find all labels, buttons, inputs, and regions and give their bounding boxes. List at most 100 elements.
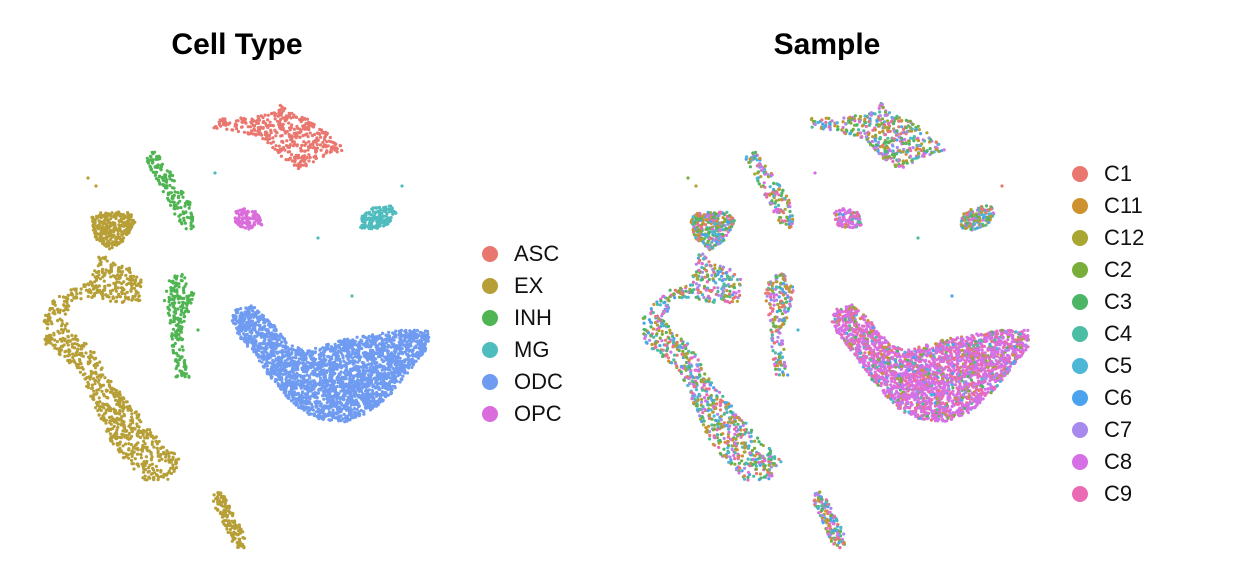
cell-point bbox=[173, 341, 177, 346]
cell-point bbox=[381, 386, 385, 390]
cell-point bbox=[121, 456, 125, 460]
cell-point bbox=[127, 278, 131, 282]
cell-point bbox=[412, 337, 416, 341]
cell-point bbox=[246, 224, 250, 228]
cell-point bbox=[394, 335, 398, 339]
cell-point bbox=[70, 333, 74, 337]
cell-point bbox=[391, 336, 395, 340]
cell-point bbox=[50, 337, 54, 341]
cell-point bbox=[243, 117, 247, 121]
cell-point bbox=[231, 511, 235, 516]
cell-point bbox=[319, 135, 323, 139]
cell-point bbox=[352, 407, 356, 411]
cell-point bbox=[354, 364, 358, 368]
cell-point bbox=[397, 347, 401, 351]
cell-point bbox=[327, 407, 331, 411]
cell-point bbox=[167, 198, 171, 202]
cell-point bbox=[411, 362, 415, 366]
cell-point bbox=[342, 392, 346, 396]
cell-point bbox=[346, 337, 350, 341]
cell-point bbox=[303, 133, 307, 137]
cell-point bbox=[187, 374, 191, 378]
cell-point bbox=[132, 467, 136, 471]
cell-point bbox=[408, 343, 412, 348]
cell-point bbox=[167, 279, 171, 283]
cell-point bbox=[297, 357, 301, 361]
cell-point bbox=[297, 405, 301, 410]
cell-point bbox=[315, 399, 319, 403]
cell-point bbox=[251, 217, 255, 221]
cell-point bbox=[79, 361, 83, 365]
cell-point bbox=[104, 212, 108, 216]
cell-point bbox=[110, 389, 114, 393]
cell-point bbox=[63, 307, 67, 312]
cell-point bbox=[184, 227, 188, 231]
cell-point bbox=[45, 339, 49, 343]
cell-point bbox=[359, 225, 363, 229]
cell-point bbox=[300, 361, 305, 365]
cell-point bbox=[278, 103, 282, 107]
cell-point bbox=[337, 419, 341, 423]
cell-point bbox=[390, 373, 394, 377]
cell-point bbox=[350, 356, 355, 360]
cell-point bbox=[372, 397, 376, 401]
cell-point bbox=[309, 121, 313, 125]
cell-point bbox=[177, 295, 181, 299]
cell-point bbox=[128, 227, 133, 231]
cell-point bbox=[333, 148, 337, 152]
cell-point bbox=[79, 297, 83, 301]
cell-point bbox=[315, 396, 319, 400]
cell-point bbox=[83, 283, 87, 287]
cell-point bbox=[173, 212, 177, 216]
cell-point bbox=[272, 368, 276, 372]
cell-point bbox=[133, 457, 137, 461]
cell-point bbox=[97, 388, 101, 392]
cell-point bbox=[322, 413, 326, 417]
cell-point bbox=[221, 494, 225, 498]
cell-point bbox=[258, 218, 262, 222]
cell-point bbox=[353, 355, 357, 359]
cell-point bbox=[97, 396, 101, 400]
cell-point bbox=[52, 331, 56, 335]
cell-point bbox=[90, 281, 94, 285]
cell-point bbox=[165, 289, 169, 293]
cell-point bbox=[109, 299, 113, 303]
cell-point bbox=[243, 226, 247, 230]
cell-point bbox=[310, 385, 314, 389]
cell-point bbox=[319, 353, 323, 357]
cell-point bbox=[296, 346, 300, 350]
cell-point bbox=[273, 147, 277, 151]
cell-point bbox=[346, 357, 350, 361]
cell-point bbox=[288, 364, 292, 368]
cell-point bbox=[279, 359, 283, 363]
cell-point bbox=[148, 158, 152, 162]
cell-point bbox=[101, 296, 105, 301]
cell-point bbox=[169, 286, 173, 290]
cell-point bbox=[238, 208, 242, 212]
cell-point bbox=[222, 498, 226, 502]
cell-point bbox=[418, 331, 422, 335]
cell-point bbox=[153, 170, 157, 174]
cell-point bbox=[344, 376, 348, 380]
cell-point bbox=[349, 403, 353, 407]
cell-point bbox=[90, 383, 94, 387]
cell-point bbox=[370, 226, 374, 230]
cell-point bbox=[48, 334, 52, 339]
cell-point bbox=[109, 379, 113, 384]
cell-point bbox=[61, 328, 66, 332]
cell-point bbox=[176, 361, 180, 365]
cell-point bbox=[94, 406, 98, 410]
cell-point bbox=[337, 405, 341, 409]
cell-point bbox=[393, 378, 397, 382]
cell-point bbox=[135, 442, 139, 446]
cell-point bbox=[144, 455, 148, 459]
cell-point bbox=[167, 174, 172, 178]
cell-point bbox=[129, 289, 133, 293]
cell-point bbox=[363, 225, 367, 230]
cell-point bbox=[357, 349, 361, 354]
cell-point bbox=[402, 367, 406, 371]
cell-point bbox=[141, 433, 145, 437]
cell-point bbox=[301, 369, 305, 374]
cell-point bbox=[288, 143, 292, 147]
cell-point bbox=[264, 318, 268, 322]
